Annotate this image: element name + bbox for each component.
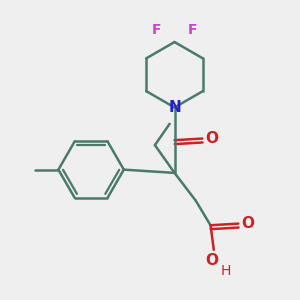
Text: H: H bbox=[221, 264, 231, 278]
Text: O: O bbox=[206, 253, 219, 268]
Text: O: O bbox=[205, 131, 218, 146]
Text: F: F bbox=[152, 22, 161, 37]
Text: O: O bbox=[241, 216, 254, 231]
Text: F: F bbox=[188, 22, 197, 37]
Text: N: N bbox=[168, 100, 181, 115]
